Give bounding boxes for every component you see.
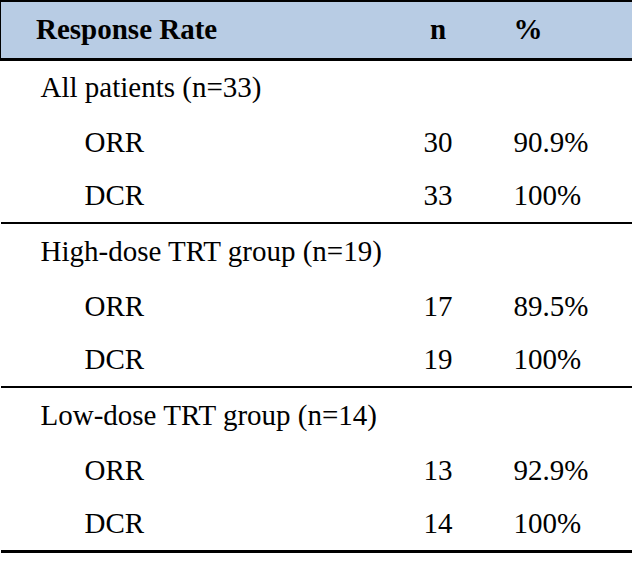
row-n-value: 13 [391, 443, 486, 497]
table-row: ORR 17 89.5% [1, 279, 632, 333]
header-percent: % [486, 1, 632, 59]
row-n-value: 17 [391, 279, 486, 333]
row-percent-value: 100% [486, 497, 632, 551]
row-n-value: 14 [391, 497, 486, 551]
row-n-value: 33 [391, 169, 486, 223]
table-header-row: Response Rate n % [1, 1, 632, 59]
row-label: ORR [1, 279, 391, 333]
table-row: DCR 14 100% [1, 497, 632, 551]
header-response-rate: Response Rate [1, 1, 391, 59]
row-percent-value: 92.9% [486, 443, 632, 497]
header-n: n [391, 1, 486, 59]
group-row-high-dose: High-dose TRT group (n=19) [1, 223, 632, 279]
table-row: DCR 33 100% [1, 169, 632, 223]
group-label: All patients (n=33) [1, 59, 632, 115]
row-label: DCR [1, 169, 391, 223]
group-row-low-dose: Low-dose TRT group (n=14) [1, 387, 632, 443]
row-percent-value: 90.9% [486, 115, 632, 169]
row-label: ORR [1, 443, 391, 497]
table-row: DCR 19 100% [1, 333, 632, 387]
row-label: DCR [1, 497, 391, 551]
row-label: ORR [1, 115, 391, 169]
row-percent-value: 89.5% [486, 279, 632, 333]
group-label: High-dose TRT group (n=19) [1, 223, 632, 279]
table-row: ORR 30 90.9% [1, 115, 632, 169]
group-row-all-patients: All patients (n=33) [1, 59, 632, 115]
row-n-value: 30 [391, 115, 486, 169]
row-label: DCR [1, 333, 391, 387]
table-row: ORR 13 92.9% [1, 443, 632, 497]
group-label: Low-dose TRT group (n=14) [1, 387, 632, 443]
response-rate-table: Response Rate n % All patients (n=33) OR… [0, 0, 632, 553]
row-percent-value: 100% [486, 169, 632, 223]
row-n-value: 19 [391, 333, 486, 387]
row-percent-value: 100% [486, 333, 632, 387]
